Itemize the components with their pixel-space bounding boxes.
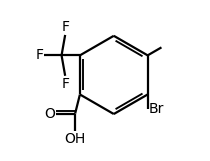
- Text: F: F: [35, 48, 43, 62]
- Text: O: O: [44, 107, 55, 121]
- Text: OH: OH: [64, 133, 86, 147]
- Text: F: F: [61, 20, 69, 34]
- Text: F: F: [61, 77, 69, 91]
- Text: Br: Br: [148, 102, 164, 116]
